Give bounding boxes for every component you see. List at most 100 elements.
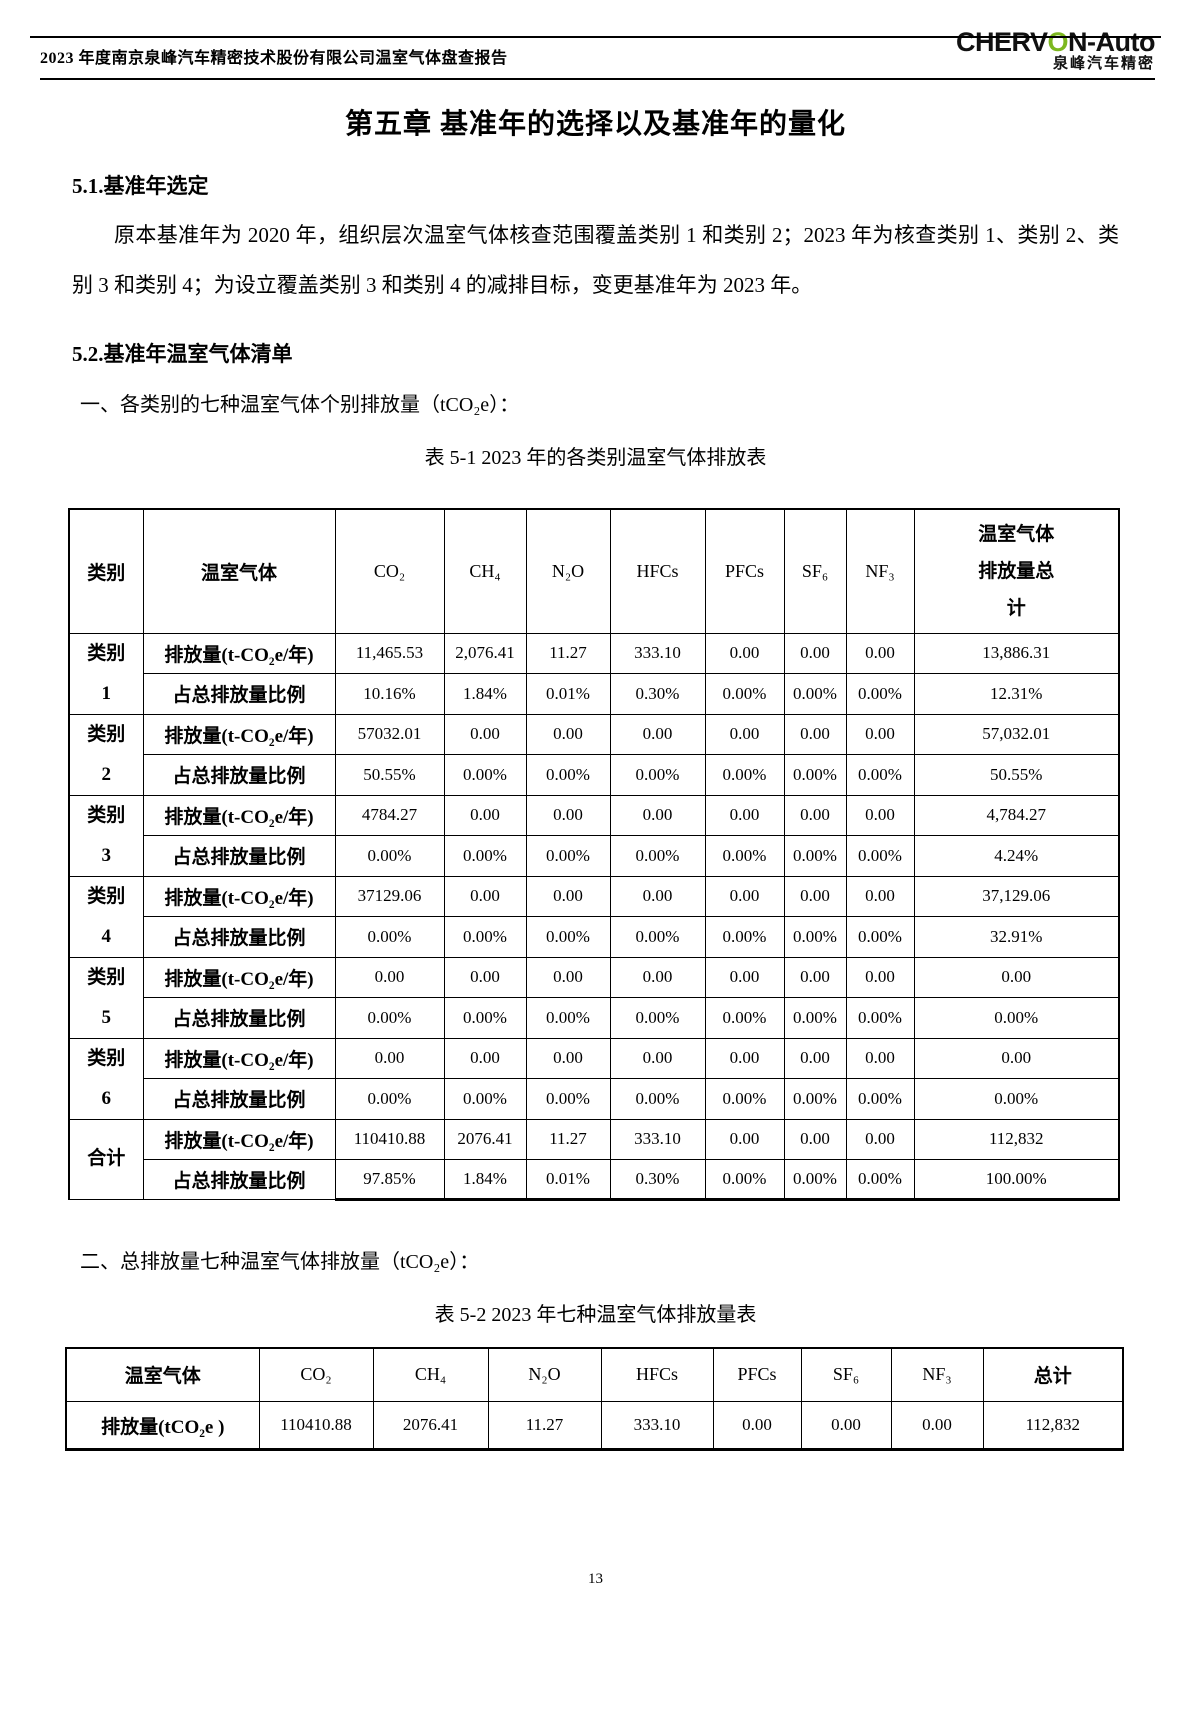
value-cell: 37,129.06 xyxy=(913,875,1120,918)
value-cell: 0.00% xyxy=(609,1078,706,1120)
value-cell: 0.00 xyxy=(890,1401,984,1451)
row-label-cell: 排放量(t-CO₂e/年) xyxy=(142,632,336,675)
header-cell: PFCs xyxy=(712,1347,802,1403)
header-cell: CH₄ xyxy=(443,508,527,634)
header-cell: 类别 xyxy=(68,508,144,634)
table-row: 类别 1 排放量(t-CO₂e/年) 11,465.53 2,076.41 11.27 33… xyxy=(68,632,1120,715)
value-cell: 0.00 xyxy=(704,875,785,918)
value-cell: 0.00% xyxy=(609,997,706,1039)
value-cell: 2,076.41 xyxy=(443,632,527,675)
value-cell: 4,784.27 xyxy=(913,794,1120,837)
table-row: 排放量(tCO₂e ) 110410.88 2076.41 11.27 333.10 0.… xyxy=(65,1401,1124,1451)
header-cell: 温室气体排放量总计 xyxy=(913,508,1120,634)
row-label-cell: 排放量(t-CO₂e/年) xyxy=(142,1118,336,1160)
page-header: 2023 年度南京泉峰汽车精密技术股份有限公司温室气体盘查报告 CHERVON-… xyxy=(40,28,1155,72)
value-cell: 0.00% xyxy=(704,997,785,1039)
value-cell: 11,465.53 xyxy=(334,632,445,675)
category-label-bottom: 5 xyxy=(101,1006,112,1028)
value-cell: 0.00% xyxy=(704,754,785,796)
value-cell: 0.00 xyxy=(845,956,915,999)
table-5-2: 温室气体 CO₂ CH₄ N₂O HFCs PFCs SF₆ NF₃ 总计 排放量(tCO₂e … xyxy=(65,1346,1124,1452)
header-cell: 温室气体 xyxy=(142,508,336,634)
value-cell: 0.00% xyxy=(704,916,785,958)
category-label-bottom: 4 xyxy=(101,925,112,947)
value-cell: 0.00 xyxy=(712,1401,802,1451)
section-heading-5-1: 5.1.基准年选定 xyxy=(72,174,209,199)
category-label-bottom: 3 xyxy=(101,844,112,866)
value-cell: 0.00% xyxy=(704,673,785,715)
category-cell: 类别 3 xyxy=(68,794,144,877)
category-cell: 类别 2 xyxy=(68,713,144,796)
value-cell: 0.00 xyxy=(783,632,847,675)
category-cell: 类别 5 xyxy=(68,956,144,1039)
page-top-rule xyxy=(30,36,1161,38)
logo-green-o: O xyxy=(1047,27,1069,57)
value-cell: 0.00 xyxy=(913,1037,1120,1080)
logo-subtitle: 泉峰汽车精密 xyxy=(1052,55,1155,73)
value-cell: 0.00 xyxy=(443,956,527,999)
logo-text-post: N-Auto xyxy=(1068,27,1155,57)
logo-wordmark: CHERVON-Auto xyxy=(956,27,1156,57)
value-cell: 0.00 xyxy=(525,713,611,756)
value-cell: 32.91% xyxy=(913,916,1120,958)
document-page: { "header": { "report_title": "2023 年度南京… xyxy=(0,28,1191,1712)
value-cell: 2076.41 xyxy=(443,1118,527,1160)
row-label-cell: 占总排放量比例 xyxy=(142,1078,336,1120)
table-5-2-body: 排放量(tCO₂e ) 110410.88 2076.41 11.27 333.10 0.… xyxy=(65,1401,1124,1451)
row-label-cell: 排放量(t-CO₂e/年) xyxy=(142,713,336,756)
value-cell: 0.00 xyxy=(704,956,785,999)
value-cell: 0.00% xyxy=(913,997,1120,1039)
value-cell: 0.00% xyxy=(845,916,915,958)
table-row: 类别 3 排放量(t-CO₂e/年) 4784.27 0.00 0.00 0.00 0.00 0… xyxy=(68,794,1120,877)
value-cell: 333.10 xyxy=(600,1401,714,1451)
table-row: 类别 5 排放量(t-CO₂e/年) 0.00 0.00 0.00 0.00 0.00 0.00… xyxy=(68,956,1120,1039)
value-cell: 0.00% xyxy=(443,835,527,877)
value-cell: 37129.06 xyxy=(334,875,445,918)
category-cell: 类别 4 xyxy=(68,875,144,958)
table-5-1-caption: 表 5-1 2023 年的各类别温室气体排放表 xyxy=(424,447,767,470)
value-cell: 11.27 xyxy=(487,1401,602,1451)
value-cell: 112,832 xyxy=(913,1118,1120,1160)
category-cell: 合计 xyxy=(68,1118,144,1200)
value-cell: 0.00% xyxy=(783,754,847,796)
header-cell: 温室气体 xyxy=(65,1347,260,1403)
value-cell: 0.00 xyxy=(783,1118,847,1160)
value-cell: 0.00% xyxy=(704,1158,785,1201)
value-cell: 0.00 xyxy=(800,1401,892,1451)
value-cell: 0.00% xyxy=(845,754,915,796)
value-cell: 97.85% xyxy=(334,1158,445,1201)
table-row: 类别 6 排放量(t-CO₂e/年) 0.00 0.00 0.00 0.00 0.00 0.00… xyxy=(68,1037,1120,1120)
value-cell: 0.01% xyxy=(525,1158,611,1201)
table-5-1-body: 类别 1 排放量(t-CO₂e/年) 11,465.53 2,076.41 11.27 33… xyxy=(68,632,1120,1201)
value-cell: 0.00 xyxy=(783,794,847,837)
value-cell: 0.00% xyxy=(525,916,611,958)
value-cell: 0.00 xyxy=(525,875,611,918)
table-row: 占总排放量比例 0.00% 0.00% 0.00% 0.00% 0.00% 0.00% 0.0… xyxy=(69,1078,1120,1120)
table-row: 占总排放量比例 10.16% 1.84% 0.01% 0.30% 0.00% 0.00% 0.… xyxy=(69,673,1120,715)
value-cell: 0.00% xyxy=(783,835,847,877)
value-cell: 0.00% xyxy=(525,835,611,877)
value-cell: 0.00 xyxy=(609,956,706,999)
category-cell: 类别 6 xyxy=(68,1037,144,1120)
header-cell: NF₃ xyxy=(890,1347,984,1403)
value-cell: 0.00 xyxy=(845,875,915,918)
value-cell: 0.00 xyxy=(783,713,847,756)
row-label-cell: 排放量(t-CO₂e/年) xyxy=(142,1037,336,1080)
value-cell: 0.00% xyxy=(334,916,445,958)
row-label-cell: 占总排放量比例 xyxy=(142,916,336,958)
value-cell: 0.00 xyxy=(704,794,785,837)
value-cell: 0.00% xyxy=(443,754,527,796)
category-label-bottom: 6 xyxy=(101,1087,112,1109)
category-label-top: 类别 xyxy=(87,804,126,826)
value-cell: 0.00% xyxy=(845,1078,915,1120)
header-cell: N₂O xyxy=(525,508,611,634)
table-header-row: 类别 温室气体 CO₂ CH₄ N₂O HFCs PFCs SF₆ NF₃ 温室气体排放量总计 xyxy=(68,508,1120,634)
header-cell: 总计 xyxy=(982,1347,1124,1403)
value-cell: 57,032.01 xyxy=(913,713,1120,756)
value-cell: 1.84% xyxy=(443,673,527,715)
value-cell: 0.00 xyxy=(783,956,847,999)
value-cell: 0.00 xyxy=(609,875,706,918)
value-cell: 0.30% xyxy=(609,1158,706,1201)
value-cell: 13,886.31 xyxy=(913,632,1120,675)
value-cell: 0.00 xyxy=(443,1037,527,1080)
